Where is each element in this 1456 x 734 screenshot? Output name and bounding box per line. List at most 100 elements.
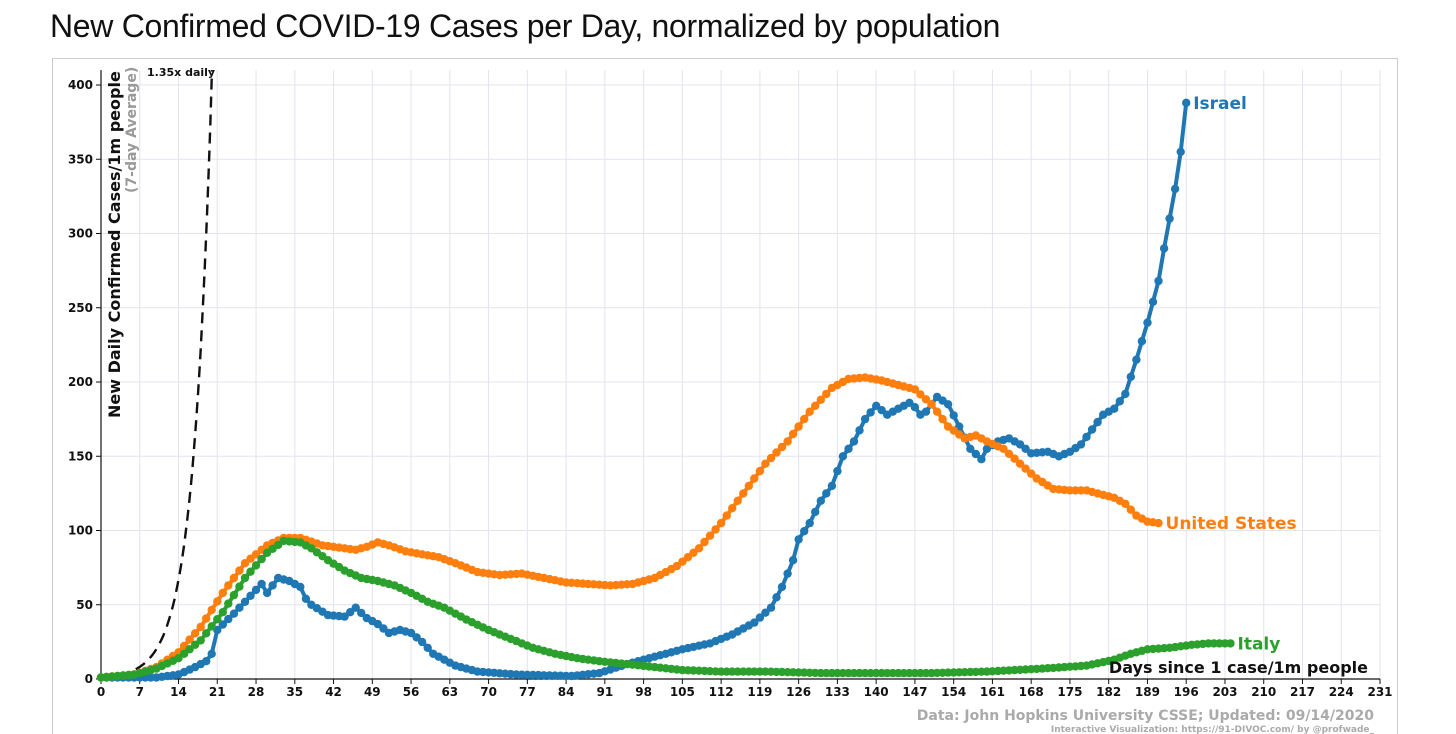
data-point	[739, 489, 748, 498]
data-point	[1087, 425, 1097, 434]
data-point	[207, 649, 216, 658]
series-group	[96, 98, 1235, 682]
x-tick-label: 91	[596, 685, 613, 699]
data-point	[733, 496, 742, 505]
data-point	[805, 407, 814, 416]
data-point	[257, 579, 266, 589]
x-tick-label: 77	[519, 685, 536, 699]
y-tick-label: 50	[76, 598, 93, 612]
data-point	[927, 400, 936, 409]
data-point	[866, 408, 875, 417]
x-tick-label: 28	[248, 685, 265, 699]
x-tick-label: 203	[1212, 685, 1237, 699]
y-tick-label: 100	[68, 524, 93, 538]
data-point	[1226, 639, 1235, 648]
data-point	[788, 429, 798, 439]
data-point	[213, 597, 222, 606]
x-tick-label: 21	[209, 685, 226, 699]
x-tick-label: 147	[902, 685, 927, 699]
data-point	[1082, 432, 1091, 442]
data-point	[1126, 505, 1136, 514]
data-point	[694, 544, 704, 553]
data-point	[1027, 469, 1036, 478]
data-point	[1121, 499, 1130, 508]
data-point	[849, 437, 859, 446]
x-tick-label: 14	[170, 685, 187, 699]
data-point	[755, 466, 765, 476]
y-tick-label: 400	[68, 78, 93, 92]
data-point	[838, 452, 848, 461]
data-point	[301, 594, 311, 603]
x-tick-label: 175	[1057, 685, 1082, 699]
data-point	[202, 657, 211, 666]
x-tick-label: 210	[1251, 685, 1276, 699]
x-tick-label: 49	[364, 685, 381, 699]
data-point	[827, 481, 837, 491]
data-point	[190, 629, 200, 638]
data-point	[777, 442, 787, 452]
data-point	[761, 459, 770, 468]
data-point	[772, 593, 781, 602]
data-point	[1021, 464, 1030, 473]
data-point	[251, 561, 261, 570]
data-point	[800, 414, 809, 424]
data-point	[805, 518, 814, 528]
data-point	[921, 395, 931, 404]
x-tick-label: 189	[1135, 685, 1160, 699]
data-point	[766, 603, 776, 612]
x-tick-label: 161	[980, 685, 1005, 699]
data-point	[728, 504, 737, 513]
data-point	[816, 395, 825, 404]
x-tick-label: 84	[558, 685, 575, 699]
data-point	[423, 643, 432, 652]
reference-label: 1.35x daily	[147, 66, 215, 79]
data-point	[296, 582, 305, 592]
x-tick-label: 98	[635, 685, 652, 699]
data-point	[811, 507, 820, 517]
data-point	[1137, 337, 1147, 346]
y-tick-label: 0	[85, 672, 93, 686]
data-point	[783, 437, 792, 446]
data-point	[700, 537, 709, 547]
data-point	[938, 414, 947, 424]
data-point	[218, 620, 227, 629]
x-tick-label: 182	[1096, 685, 1121, 699]
y-axis-title-group: New Daily Confirmed Cases/1m people	[105, 71, 124, 418]
x-axis-title: Days since 1 case/1m people	[1109, 658, 1368, 677]
data-point	[966, 444, 975, 453]
chart-frame	[52, 58, 1398, 734]
data-point	[207, 622, 216, 631]
y-tick-label: 350	[68, 152, 93, 166]
data-point	[1154, 518, 1163, 528]
y-axis-title: New Daily Confirmed Cases/1m people	[105, 71, 124, 418]
data-point	[943, 400, 953, 409]
data-point	[224, 614, 233, 624]
data-point	[213, 615, 222, 624]
data-point	[766, 453, 776, 463]
data-point	[833, 466, 842, 476]
data-point	[860, 414, 870, 424]
data-point	[761, 608, 770, 617]
x-tick-label: 105	[670, 685, 695, 699]
data-point	[689, 548, 698, 557]
data-point	[755, 613, 765, 622]
y-axis-subtitle: (7-day Average)	[124, 67, 140, 193]
x-tick-label: 133	[825, 685, 850, 699]
data-point	[251, 585, 261, 595]
data-point	[800, 527, 809, 536]
y-tick-label: 200	[68, 375, 93, 389]
data-point	[240, 597, 250, 606]
data-point	[844, 444, 853, 453]
data-point	[921, 407, 931, 416]
data-point	[1010, 454, 1019, 463]
x-tick-label: 231	[1367, 685, 1392, 699]
x-tick-label: 0	[97, 685, 105, 699]
data-point	[224, 599, 233, 608]
data-point	[1143, 318, 1152, 327]
data-point	[351, 603, 360, 612]
data-point	[777, 582, 787, 592]
data-point	[1021, 444, 1030, 453]
data-point	[246, 567, 255, 576]
data-point	[772, 448, 781, 457]
